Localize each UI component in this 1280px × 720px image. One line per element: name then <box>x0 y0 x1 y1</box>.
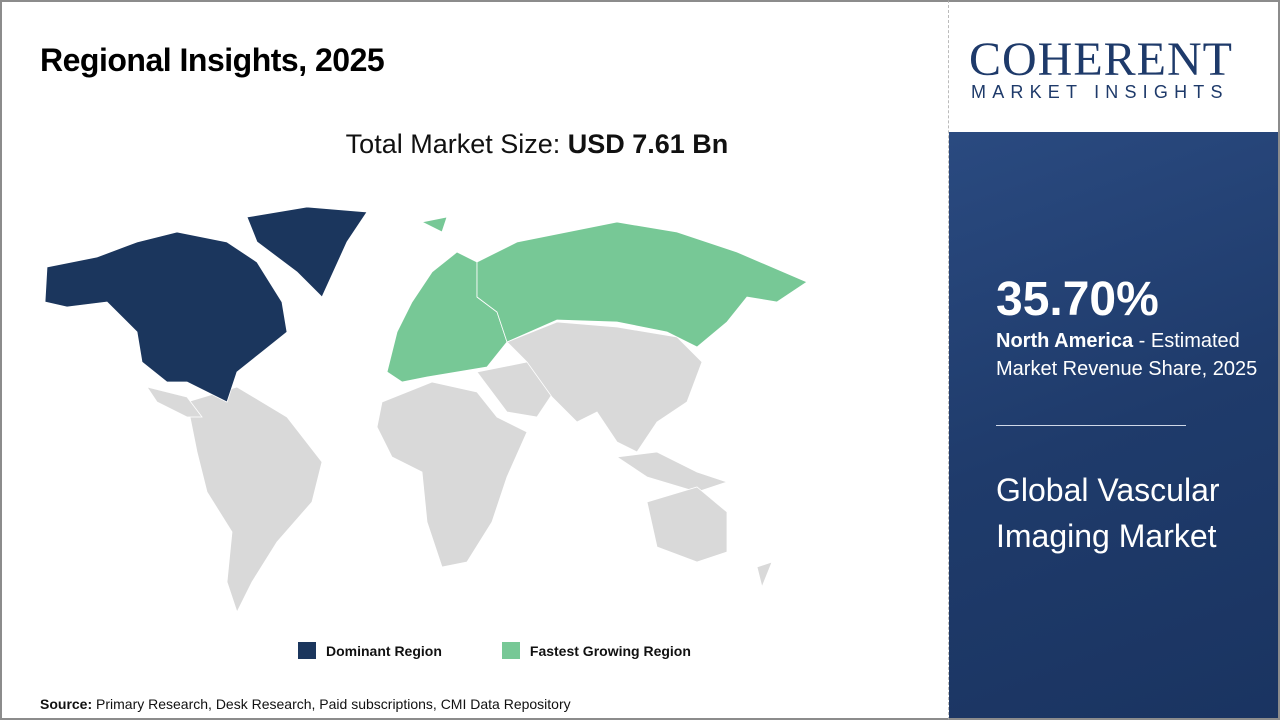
total-label: Total Market Size: <box>345 129 568 159</box>
market-name: Global Vascular Imaging Market <box>996 472 1220 554</box>
australia <box>646 486 728 563</box>
asia <box>506 321 703 453</box>
legend-label: Fastest Growing Region <box>529 642 691 659</box>
source-note: Source: Primary Research, Desk Research,… <box>40 696 571 712</box>
region-name: North America <box>996 330 1134 352</box>
total-market-size: Total Market Size: USD 7.61 Bn <box>2 129 1072 160</box>
logo-line2: MARKET INSIGHTS <box>971 82 1229 102</box>
russia <box>476 221 808 348</box>
company-logo: COHERENT MARKET INSIGHTS <box>949 2 1278 132</box>
source-text: Primary Research, Desk Research, Paid su… <box>92 696 571 712</box>
logo-line1: COHERENT <box>969 33 1233 86</box>
legend-swatch-dominant <box>298 642 316 659</box>
new-zealand <box>756 561 773 589</box>
iceland <box>420 216 448 233</box>
page-title: Regional Insights, 2025 <box>40 42 385 78</box>
share-desc-text: - Estimated Market Revenue Share, 2025 <box>996 330 1258 380</box>
south-america <box>186 386 323 614</box>
map-legend: Dominant Region Fastest Growing Region <box>298 642 691 659</box>
share-description: North America - Estimated Market Revenue… <box>996 327 1271 383</box>
source-label: Source: <box>40 696 93 712</box>
share-percent: 35.70% <box>996 273 1159 326</box>
total-value: USD 7.61 Bn <box>567 129 729 159</box>
southeast-asia <box>615 451 729 493</box>
side-panel: COHERENT MARKET INSIGHTS 35.70% North Am… <box>949 0 1280 720</box>
legend-dominant: Dominant Region <box>298 642 442 659</box>
main-panel: Regional Insights, 2025 Total Market Siz… <box>0 0 949 720</box>
divider <box>996 425 1186 426</box>
central-america <box>146 386 203 418</box>
world-map <box>44 206 808 614</box>
legend-swatch-fastest <box>501 642 520 659</box>
highlight-panel: 35.70% North America - Estimated Market … <box>949 132 1278 718</box>
greenland <box>246 206 368 298</box>
africa <box>376 381 528 568</box>
legend-label: Dominant Region <box>326 642 442 659</box>
legend-fastest: Fastest Growing Region <box>501 642 691 659</box>
north-america <box>44 231 288 403</box>
